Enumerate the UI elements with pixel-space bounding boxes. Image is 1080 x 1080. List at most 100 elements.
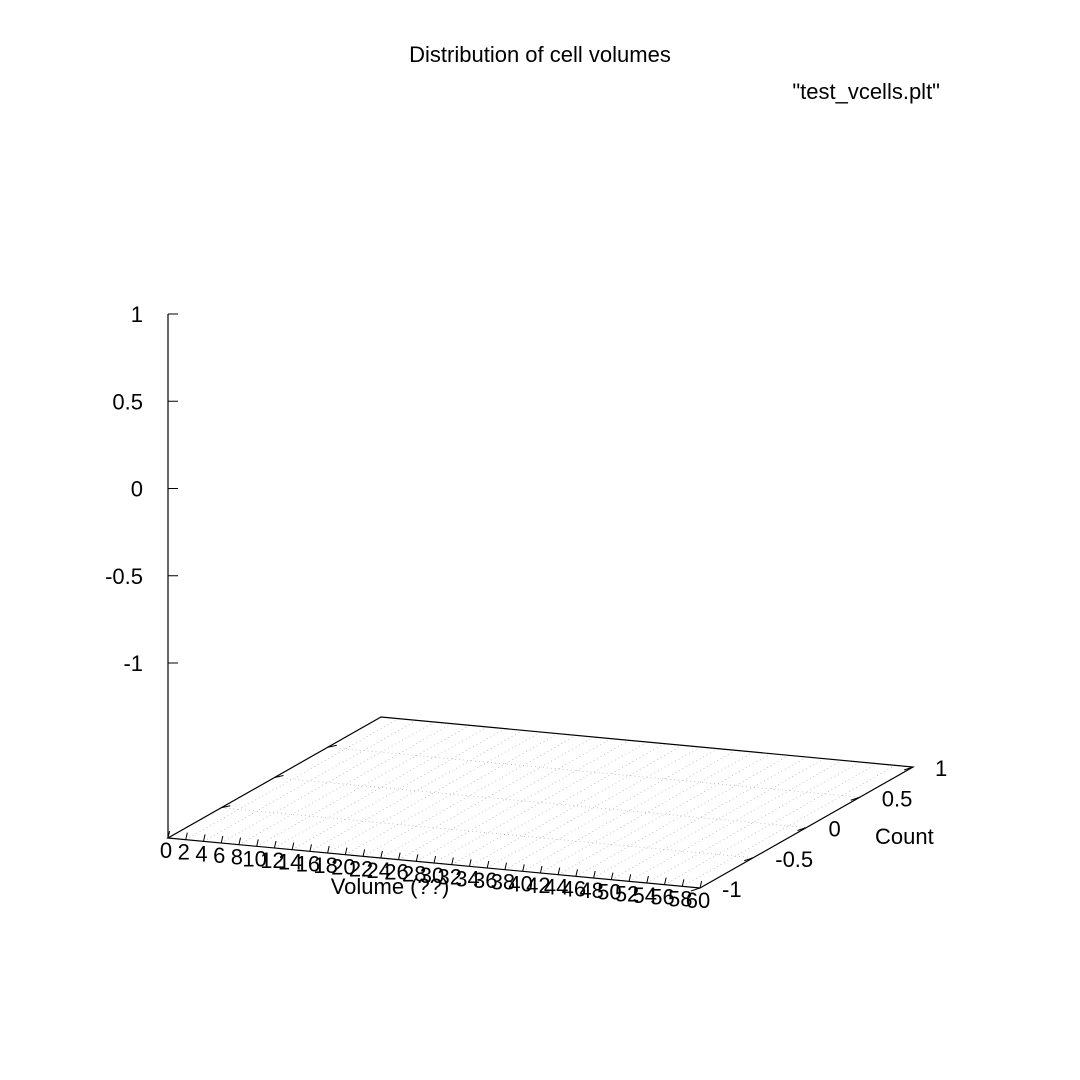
x-tick-mark bbox=[380, 850, 383, 859]
grid-line-x bbox=[575, 755, 790, 877]
grid-line-x bbox=[469, 745, 683, 867]
y-tick-mark-left bbox=[221, 805, 231, 809]
x-tick-mark bbox=[398, 852, 401, 860]
x-tick-mark bbox=[220, 835, 224, 844]
x-tick-label: 14 bbox=[278, 850, 302, 875]
grid-line-x bbox=[309, 730, 524, 852]
y-tick-label: -1 bbox=[722, 877, 742, 902]
y-tick-mark bbox=[690, 887, 701, 892]
x-tick-mark bbox=[468, 859, 472, 867]
y-tick-mark bbox=[850, 796, 860, 801]
axes bbox=[166, 314, 915, 889]
x-tick-mark bbox=[362, 849, 366, 857]
y-tick-label: 0 bbox=[829, 817, 841, 842]
grid-line-x bbox=[504, 748, 719, 870]
x-tick-mark bbox=[522, 864, 525, 872]
x-tick-label: 16 bbox=[296, 851, 320, 876]
x-tick-label: 4 bbox=[195, 841, 207, 866]
x-tick-mark bbox=[628, 874, 632, 882]
grid-line-x bbox=[345, 733, 559, 855]
z-tick-label: 1 bbox=[131, 302, 143, 327]
x-tick-mark bbox=[327, 845, 330, 854]
x-tick-label: 12 bbox=[260, 848, 284, 873]
grid-line-x bbox=[256, 725, 470, 847]
grid-line-x bbox=[416, 740, 630, 862]
grid-line-x bbox=[628, 760, 843, 882]
y-tick-label: 0.5 bbox=[882, 786, 913, 811]
x-tick-mark bbox=[610, 872, 614, 880]
grid-line-x bbox=[540, 751, 754, 874]
grid-line-x bbox=[291, 728, 506, 850]
x-tick-label: 26 bbox=[384, 860, 408, 885]
grid-line-x bbox=[451, 743, 665, 865]
x-tick-mark bbox=[344, 847, 348, 855]
x-tick-mark bbox=[681, 879, 685, 887]
grid-line-x bbox=[380, 736, 594, 859]
x-tick-mark bbox=[593, 870, 596, 879]
x-tick-label: 2 bbox=[178, 840, 190, 865]
grid-line-x bbox=[398, 738, 612, 860]
x-tick-mark bbox=[646, 875, 649, 884]
x-tick-mark bbox=[291, 842, 295, 850]
x-tick-label: 0 bbox=[160, 838, 172, 863]
x-tick-label: 50 bbox=[597, 880, 621, 905]
grid-line-x bbox=[327, 731, 541, 854]
y-tick-label: 1 bbox=[935, 756, 947, 781]
x-tick-mark bbox=[504, 862, 508, 870]
grid-line-x bbox=[203, 720, 417, 842]
x-tick-label: 30 bbox=[420, 863, 444, 888]
x-tick-label: 20 bbox=[331, 855, 355, 880]
x-tick-label: 40 bbox=[508, 871, 532, 896]
x-tick-mark bbox=[699, 880, 703, 889]
x-tick-mark bbox=[202, 834, 206, 842]
x-tick-mark bbox=[664, 877, 667, 885]
z-tick-label: -0.5 bbox=[105, 564, 143, 589]
x-tick-label: 54 bbox=[633, 883, 657, 908]
legend-entry: "test_vcells.plt" bbox=[792, 79, 940, 104]
x-tick-mark bbox=[575, 869, 578, 877]
grid-line-x bbox=[646, 761, 860, 884]
x-tick-label: 18 bbox=[313, 853, 337, 878]
x-tick-label: 58 bbox=[668, 886, 692, 911]
z-tick-label: -1 bbox=[123, 651, 143, 676]
grid-line-x bbox=[557, 753, 772, 875]
grid-line-x bbox=[522, 750, 736, 872]
y-tick-mark-left bbox=[327, 744, 337, 748]
x-tick-label: 46 bbox=[562, 876, 586, 901]
tick-labels: 0 2 4 6 8 10121416182022242628303234363840424… bbox=[105, 302, 947, 913]
x-tick-mark bbox=[486, 860, 490, 869]
chart-title: Distribution of cell volumes bbox=[409, 42, 671, 67]
z-tick-label: 0.5 bbox=[112, 389, 143, 414]
x-tick-label: 42 bbox=[526, 873, 550, 898]
y-axis-label: Count bbox=[875, 824, 934, 849]
x-tick-label: 24 bbox=[367, 858, 391, 883]
x-tick-label: 22 bbox=[349, 856, 373, 881]
x-tick-label: 44 bbox=[544, 875, 568, 900]
grid-line-x bbox=[487, 746, 701, 869]
x-tick-mark bbox=[273, 840, 277, 849]
grid-line-x bbox=[664, 763, 878, 885]
x-tick-mark bbox=[557, 867, 561, 875]
x-tick-mark bbox=[415, 854, 419, 862]
x-tick-label: 32 bbox=[437, 865, 461, 890]
y-tick-mark-left bbox=[274, 775, 284, 778]
y-tick-label: -0.5 bbox=[775, 847, 813, 872]
x-tick-label: 56 bbox=[650, 885, 674, 910]
y-tick-mark bbox=[744, 857, 754, 862]
x-tick-mark bbox=[256, 839, 259, 847]
x-tick-label: 34 bbox=[455, 866, 479, 891]
x-tick-mark bbox=[309, 844, 312, 852]
grid-line-x bbox=[682, 765, 896, 887]
x-tick-mark bbox=[167, 830, 171, 839]
x-tick-label: 48 bbox=[579, 878, 603, 903]
base-grid bbox=[167, 716, 914, 889]
x-tick-label: 8 bbox=[231, 845, 243, 870]
x-tick-label: 36 bbox=[473, 868, 497, 893]
grid-line-x bbox=[274, 726, 488, 849]
x-tick-mark bbox=[539, 865, 543, 874]
grid-line-x bbox=[593, 756, 807, 879]
grid-line-x bbox=[221, 721, 435, 844]
grid-line-x bbox=[611, 758, 825, 880]
grid-line-x bbox=[238, 723, 453, 845]
